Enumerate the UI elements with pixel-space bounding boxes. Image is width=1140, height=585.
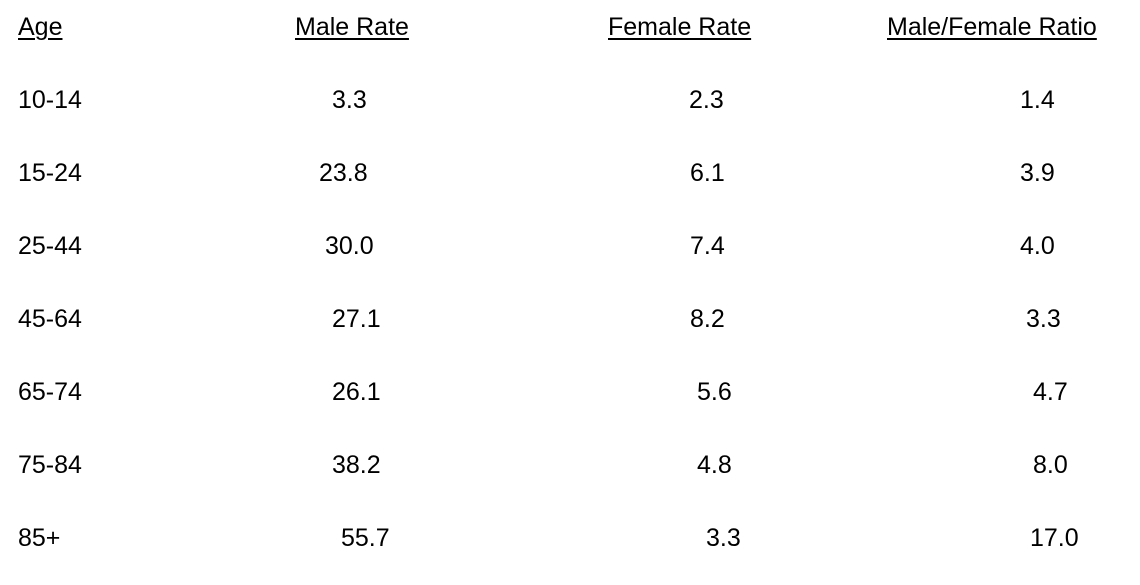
male-rate-cell: 3.3: [332, 86, 367, 114]
age-cell: 15-24: [18, 159, 82, 187]
ratio-cell: 3.9: [1020, 159, 1055, 187]
age-cell: 85+: [18, 524, 61, 552]
ratio-cell: 17.0: [1030, 524, 1079, 552]
male-rate-cell: 30.0: [325, 232, 374, 260]
header-male-rate: Male Rate: [295, 13, 409, 41]
male-rate-cell: 27.1: [332, 305, 381, 333]
female-rate-cell: 5.6: [697, 378, 732, 406]
female-rate-cell: 8.2: [690, 305, 725, 333]
female-rate-cell: 3.3: [706, 524, 741, 552]
male-rate-cell: 38.2: [332, 451, 381, 479]
age-cell: 10-14: [18, 86, 82, 114]
ratio-cell: 3.3: [1026, 305, 1061, 333]
male-rate-cell: 26.1: [332, 378, 381, 406]
female-rate-cell: 4.8: [697, 451, 732, 479]
ratio-cell: 4.0: [1020, 232, 1055, 260]
female-rate-cell: 6.1: [690, 159, 725, 187]
header-age: Age: [18, 13, 63, 41]
age-cell: 75-84: [18, 451, 82, 479]
ratio-cell: 4.7: [1033, 378, 1068, 406]
ratio-cell: 1.4: [1020, 86, 1055, 114]
age-cell: 25-44: [18, 232, 82, 260]
age-cell: 45-64: [18, 305, 82, 333]
age-cell: 65-74: [18, 378, 82, 406]
ratio-cell: 8.0: [1033, 451, 1068, 479]
header-ratio: Male/Female Ratio: [887, 13, 1097, 41]
female-rate-cell: 7.4: [690, 232, 725, 260]
male-rate-cell: 23.8: [319, 159, 368, 187]
female-rate-cell: 2.3: [689, 86, 724, 114]
male-rate-cell: 55.7: [341, 524, 390, 552]
header-female-rate: Female Rate: [608, 13, 752, 41]
